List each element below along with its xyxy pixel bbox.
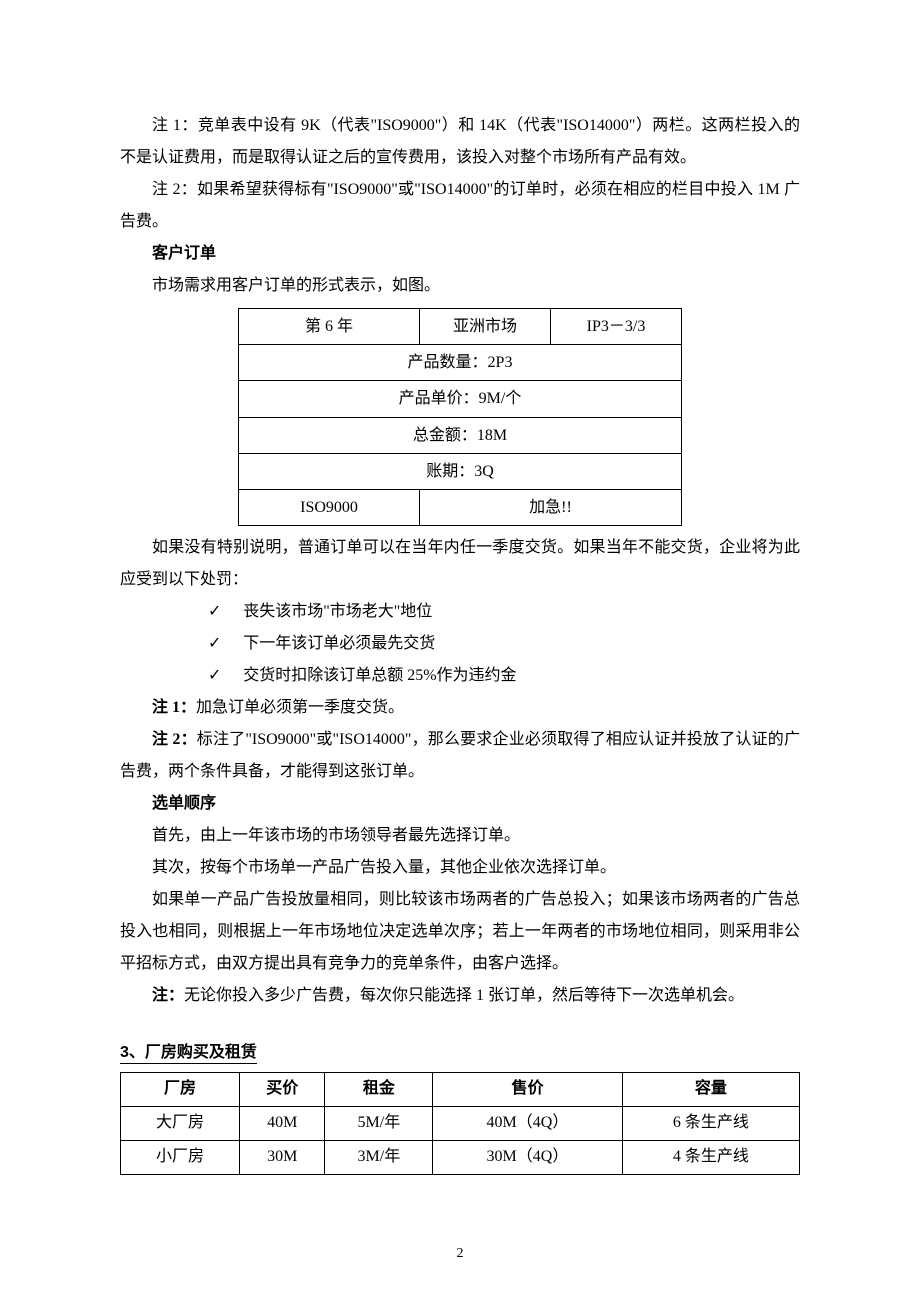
order-price: 产品单价：9M/个 xyxy=(239,381,682,417)
select-order-heading: 选单顺序 xyxy=(120,788,800,820)
page-number: 2 xyxy=(0,1246,920,1262)
section-3-heading: 3、厂房购买及租赁 xyxy=(120,1038,257,1064)
order-market: 亚洲市场 xyxy=(420,309,551,345)
note-2: 注 2：如果希望获得标有"ISO9000"或"ISO14000"的订单时，必须在… xyxy=(120,174,800,238)
cell: 40M xyxy=(239,1106,325,1140)
col-capacity: 容量 xyxy=(622,1073,799,1107)
table-header-row: 厂房 买价 租金 售价 容量 xyxy=(121,1073,800,1107)
order-foot-row: ISO9000 加急!! xyxy=(239,489,682,525)
customer-order-heading: 客户订单 xyxy=(120,238,800,270)
select-note: 注：无论你投入多少广告费，每次你只能选择 1 张订单，然后等待下一次选单机会。 xyxy=(120,980,800,1012)
order-urgent: 加急!! xyxy=(420,489,682,525)
penalty-item: 下一年该订单必须最先交货 xyxy=(208,628,800,660)
order-card-table: 第 6 年 亚洲市场 IP3－3/3 产品数量：2P3 产品单价：9M/个 总金… xyxy=(238,308,682,526)
cell: 4 条生产线 xyxy=(622,1140,799,1174)
order-total: 总金额：18M xyxy=(239,417,682,453)
customer-order-intro: 市场需求用客户订单的形式表示，如图。 xyxy=(120,270,800,302)
table-row: 小厂房 30M 3M/年 30M（4Q） 4 条生产线 xyxy=(121,1140,800,1174)
col-buy: 买价 xyxy=(239,1073,325,1107)
cell: 大厂房 xyxy=(121,1106,240,1140)
penalty-item: 交货时扣除该订单总额 25%作为违约金 xyxy=(208,660,800,692)
cell: 小厂房 xyxy=(121,1140,240,1174)
penalty-list: 丧失该市场"市场老大"地位 下一年该订单必须最先交货 交货时扣除该订单总额 25… xyxy=(208,596,800,692)
note-text: 加急订单必须第一季度交货。 xyxy=(196,699,404,716)
order-code: IP3－3/3 xyxy=(551,309,682,345)
order-year: 第 6 年 xyxy=(239,309,420,345)
order-note-1: 注 1：加急订单必须第一季度交货。 xyxy=(120,692,800,724)
col-sell: 售价 xyxy=(433,1073,622,1107)
page-container: 注 1：竞单表中设有 9K（代表"ISO9000"）和 14K（代表"ISO14… xyxy=(0,0,920,1302)
cell: 30M xyxy=(239,1140,325,1174)
note-text: 无论你投入多少广告费，每次你只能选择 1 张订单，然后等待下一次选单机会。 xyxy=(184,987,744,1004)
note-1: 注 1：竞单表中设有 9K（代表"ISO9000"）和 14K（代表"ISO14… xyxy=(120,110,800,174)
note-label: 注： xyxy=(152,987,184,1004)
order-qty: 产品数量：2P3 xyxy=(239,345,682,381)
factory-table: 厂房 买价 租金 售价 容量 大厂房 40M 5M/年 40M（4Q） 6 条生… xyxy=(120,1072,800,1174)
select-p2: 其次，按每个市场单一产品广告投入量，其他企业依次选择订单。 xyxy=(120,852,800,884)
order-after-text: 如果没有特别说明，普通订单可以在当年内任一季度交货。如果当年不能交货，企业将为此… xyxy=(120,532,800,596)
order-term: 账期：3Q xyxy=(239,453,682,489)
select-p1: 首先，由上一年该市场的市场领导者最先选择订单。 xyxy=(120,820,800,852)
order-note-2: 注 2：标注了"ISO9000"或"ISO14000"，那么要求企业必须取得了相… xyxy=(120,724,800,788)
table-row: 大厂房 40M 5M/年 40M（4Q） 6 条生产线 xyxy=(121,1106,800,1140)
note-label: 注 1： xyxy=(152,699,196,716)
note-text: 标注了"ISO9000"或"ISO14000"，那么要求企业必须取得了相应认证并… xyxy=(120,731,800,780)
select-p3: 如果单一产品广告投放量相同，则比较该市场两者的广告总投入；如果该市场两者的广告总… xyxy=(120,884,800,980)
order-head-row: 第 6 年 亚洲市场 IP3－3/3 xyxy=(239,309,682,345)
penalty-item: 丧失该市场"市场老大"地位 xyxy=(208,596,800,628)
col-factory: 厂房 xyxy=(121,1073,240,1107)
section-3-heading-wrap: 3、厂房购买及租赁 xyxy=(120,1012,800,1070)
cell: 6 条生产线 xyxy=(622,1106,799,1140)
cell: 3M/年 xyxy=(325,1140,433,1174)
cell: 5M/年 xyxy=(325,1106,433,1140)
order-iso: ISO9000 xyxy=(239,489,420,525)
note-label: 注 2： xyxy=(152,731,197,748)
col-rent: 租金 xyxy=(325,1073,433,1107)
cell: 40M（4Q） xyxy=(433,1106,622,1140)
cell: 30M（4Q） xyxy=(433,1140,622,1174)
